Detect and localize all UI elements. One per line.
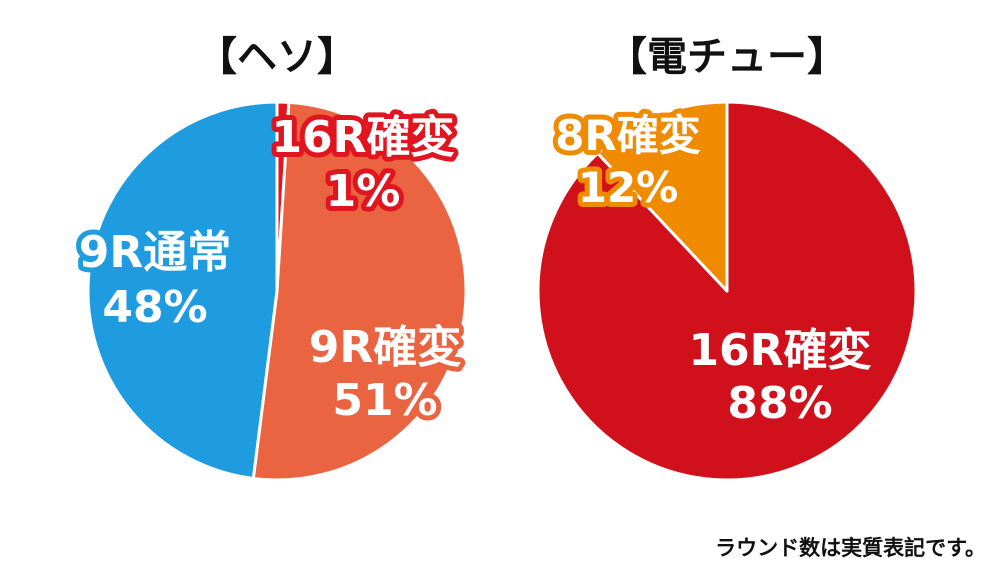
denchu-slice-value-16r: 88% (727, 378, 832, 429)
denchu-slice-1 (596, 100, 729, 293)
heso-slice-value-9r-tsujo: 48% (102, 282, 207, 333)
denchu-slice-label-16r: 16R確変 (688, 325, 871, 376)
heso-slice-1 (251, 100, 468, 482)
denchu-slice-label-8r: 8R確変 (555, 111, 701, 160)
heso-chart-title: 【ヘソ】 (197, 34, 357, 80)
denchu-slice-value-8r: 12% (578, 163, 679, 212)
heso-slice-value-16r: 1% (326, 166, 401, 217)
denchu-pie-slices (536, 100, 918, 482)
heso-pie-slices (86, 100, 468, 482)
heso-slice-value-9r-kakuhen: 51% (332, 375, 437, 426)
heso-slice-2 (86, 100, 279, 481)
round-footnote: ラウンド数は実質表記です。 (715, 536, 986, 560)
heso-slice-label-16r: 16R確変 (271, 112, 454, 163)
denchu-pie-chart: 【電チュー】 16R確変 88% 8R確変 12% (536, 34, 918, 482)
heso-slice-label-9r-kakuhen: 9R確変 (309, 322, 462, 373)
heso-slice-label-9r-tsujo: 9R通常 (79, 227, 232, 278)
heso-pie-chart: 【ヘソ】 16R確変 1% 9R確変 51% 9R通常 48% (74, 34, 468, 482)
denchu-chart-title: 【電チュー】 (607, 34, 847, 80)
